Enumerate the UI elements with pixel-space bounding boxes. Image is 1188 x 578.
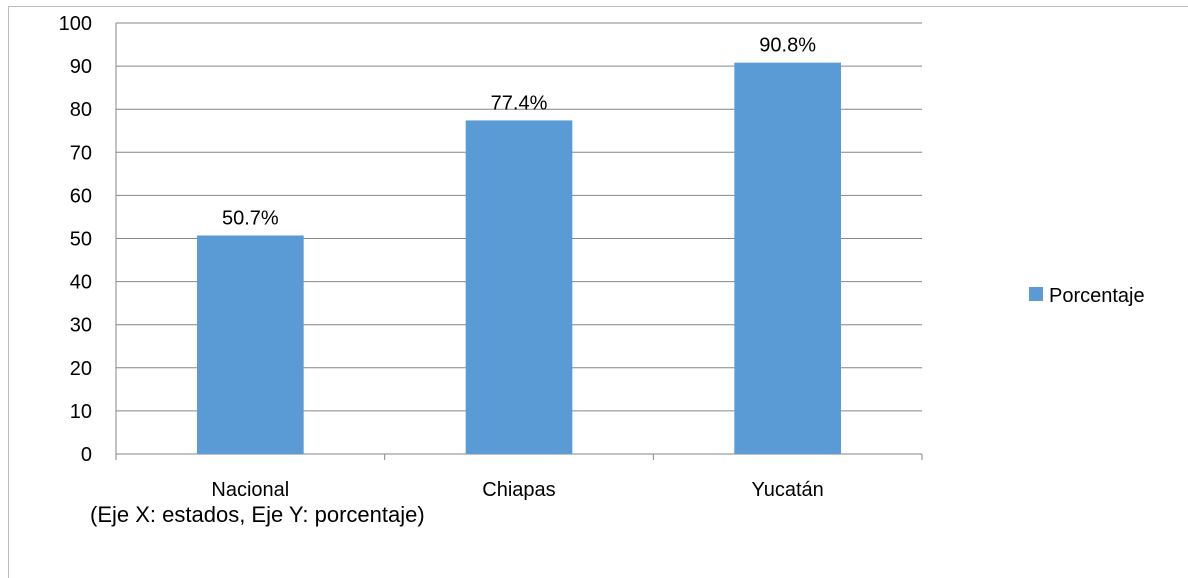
y-axis-ticks: 0 10 20 30 40 50 60 70 80 90 100 — [59, 13, 92, 466]
bars — [197, 62, 841, 454]
y-tick-label: 0 — [81, 444, 92, 466]
y-tick-label: 40 — [70, 272, 92, 294]
data-label: 90.8% — [759, 35, 816, 57]
chart-frame — [8, 6, 1188, 578]
legend-label: Porcentaje — [1049, 285, 1145, 307]
y-tick-label: 20 — [70, 358, 92, 380]
bar — [734, 62, 841, 454]
legend: Porcentaje — [1029, 285, 1145, 307]
data-labels: 50.7% 77.4% 90.8% — [222, 35, 816, 230]
x-axis-ticks: Nacional Chiapas Yucatán — [211, 479, 823, 501]
y-tick-label: 90 — [70, 56, 92, 78]
x-tick-label: Chiapas — [482, 479, 555, 501]
y-tick-label: 100 — [59, 13, 92, 35]
y-tick-label: 60 — [70, 185, 92, 207]
y-tick-label: 30 — [70, 315, 92, 337]
y-tick-label: 70 — [70, 142, 92, 164]
data-label: 77.4% — [491, 92, 548, 114]
bar — [197, 235, 304, 454]
data-label: 50.7% — [222, 207, 279, 229]
x-tick-label: Nacional — [211, 479, 289, 501]
axis-note: (Eje X: estados, Eje Y: porcentaje) — [90, 502, 425, 527]
legend-swatch — [1029, 287, 1043, 301]
y-tick-label: 10 — [70, 401, 92, 423]
x-tick-label: Yucatán — [752, 479, 824, 501]
y-tick-label: 50 — [70, 229, 92, 251]
bar — [465, 120, 573, 454]
y-tick-label: 80 — [70, 99, 92, 121]
